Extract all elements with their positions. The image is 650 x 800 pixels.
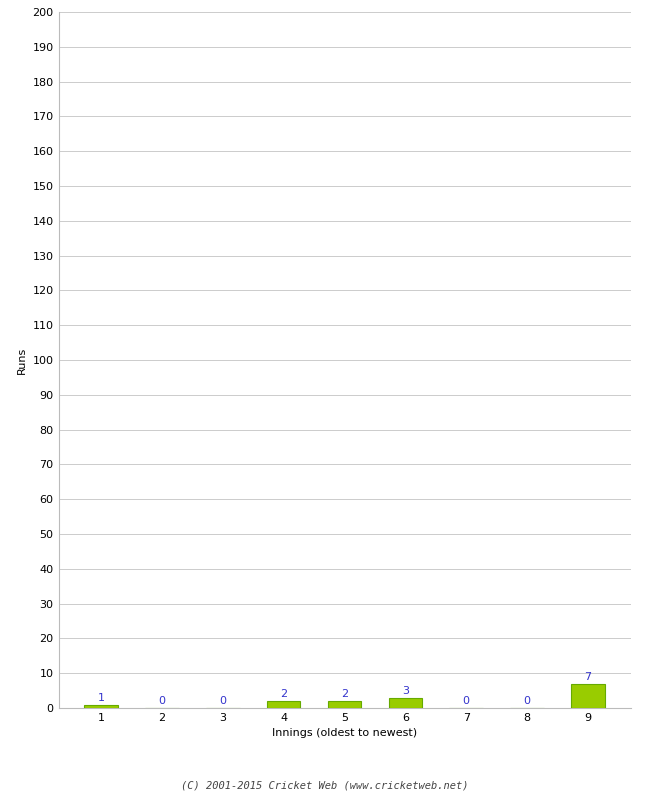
Bar: [267, 701, 300, 708]
Bar: [328, 701, 361, 708]
Text: 1: 1: [98, 693, 105, 702]
Text: (C) 2001-2015 Cricket Web (www.cricketweb.net): (C) 2001-2015 Cricket Web (www.cricketwe…: [181, 781, 469, 790]
Text: 2: 2: [341, 690, 348, 699]
Text: 0: 0: [523, 696, 530, 706]
Text: 3: 3: [402, 686, 409, 696]
Bar: [84, 705, 118, 708]
Text: 2: 2: [280, 690, 287, 699]
Bar: [389, 698, 422, 708]
Text: 0: 0: [159, 696, 166, 706]
X-axis label: Innings (oldest to newest): Innings (oldest to newest): [272, 729, 417, 738]
Y-axis label: Runs: Runs: [17, 346, 27, 374]
Text: 0: 0: [463, 696, 470, 706]
Text: 0: 0: [219, 696, 226, 706]
Bar: [571, 684, 604, 708]
Text: 7: 7: [584, 672, 592, 682]
